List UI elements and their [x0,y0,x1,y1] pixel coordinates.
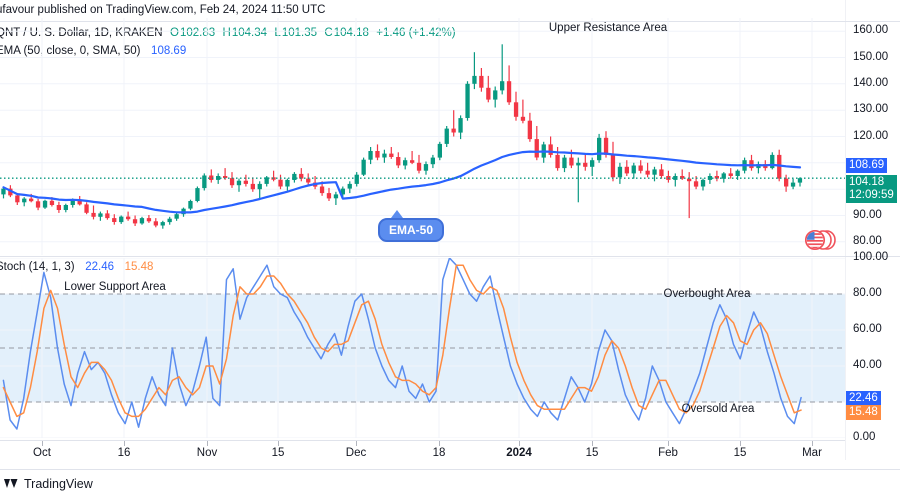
annotation-oversold: Oversold Area [681,403,755,415]
time-axis-tick [207,441,208,446]
time-axis-tick [740,441,741,446]
tradingview-logo-icon [4,479,18,488]
stoch-k-tag: 22.46 [846,391,881,406]
time-axis-tick [668,441,669,446]
stoch-d-tag: 15.48 [846,405,881,420]
time-axis-label: Dec [345,447,367,459]
time-axis-label: 15 [733,447,747,459]
time-axis-label: Mar [802,447,822,459]
last-price-value: 104.18 [849,176,885,188]
stoch-axis-label: 80.00 [853,287,882,299]
annotation-upper-resistance: Upper Resistance Area [548,22,668,34]
time-axis-tick [519,441,520,446]
symbol-legend[interactable]: QNT / U. S. Dollar, 1D, KRAKEN O102.83 H… [0,27,457,39]
time-axis-label: Nov [196,447,218,459]
ema-50-callout: EMA-50 [378,218,445,242]
ohlc-low-value: 101.35 [281,27,317,39]
ema-price-tag: 108.69 [846,158,888,173]
ohlc-high-label: H [222,27,231,39]
brand-label: TradingView [24,477,93,491]
symbol-name: QNT / U. S. Dollar, 1D, KRAKEN [0,27,163,39]
price-axis-label: 80.00 [853,234,882,247]
time-axis-label: 15 [585,447,599,459]
stoch-axis-label: 0.00 [853,431,876,443]
panel-divider [0,256,900,257]
header-divider [0,21,900,22]
time-axis-label: 15 [271,447,285,459]
ema-legend-label: EMA (50, close, 0, SMA, 50) [0,45,141,57]
ema-legend-value: 108.69 [151,45,187,57]
time-axis-label: Oct [33,447,51,459]
annotation-lower-support: Lower Support Area [64,281,166,293]
ema-legend[interactable]: EMA (50, close, 0, SMA, 50) 108.69 [0,45,187,57]
stoch-legend-label: Stoch (14, 1, 3) [0,261,75,273]
ohlc-high-value: 104.34 [231,27,268,39]
ohlc-close-label: C [324,27,333,39]
countdown-value: 12:09:59 [849,189,894,201]
price-candlestick-svg [0,18,845,255]
price-axis-label: 120.00 [853,129,889,142]
time-axis-label: 16 [117,447,131,459]
stochastic-panel[interactable] [0,258,845,438]
tradingview-brand[interactable]: TradingView [4,477,93,491]
price-axis-label: 90.00 [853,208,882,221]
stoch-legend[interactable]: Stoch (14, 1, 3) 22.46 15.48 [0,261,154,273]
stoch-axis-label: 40.00 [853,359,882,371]
time-axis-tick [812,441,813,446]
time-axis-label: Feb [658,447,678,459]
ohlc-open-value: 102.83 [179,27,216,39]
time-axis-tick [592,441,593,446]
us-flag-icon[interactable] [802,228,836,252]
time-axis-tick [124,441,125,446]
last-price-tag: 104.18 12:09:59 [846,175,897,203]
price-axis-label: 130.00 [853,103,889,116]
time-axis-label: 2024 [506,447,532,459]
time-axis-tick [439,441,440,446]
ohlc-open-label: O [169,27,179,39]
time-axis[interactable]: Oct 16 Nov 15 Dec 18 2024 15 Feb 15 Mar [0,440,845,468]
time-axis-label: 18 [432,447,446,459]
time-axis-tick [356,441,357,446]
stoch-d-value: 15.48 [124,261,154,273]
time-axis-tick [42,441,43,446]
stochastic-lines-svg [0,258,845,438]
price-axis-label: 140.00 [853,76,889,89]
stoch-axis-label: 60.00 [853,323,882,335]
ohlc-close-value: 104.18 [333,27,369,39]
price-axis-label: 160.00 [853,24,889,37]
price-axis-label: 150.00 [853,50,889,63]
publish-line: ufavour published on TradingView.com, Fe… [0,4,326,16]
price-panel[interactable] [0,18,845,255]
footer: TradingView [0,469,900,500]
stoch-axis-label: 100.00 [853,251,889,263]
ohlc-change-value: +1.46 (+1.42%) [376,27,456,39]
time-axis-tick [278,441,279,446]
annotation-overbought: Overbought Area [663,288,751,300]
stoch-k-value: 22.46 [85,261,114,273]
